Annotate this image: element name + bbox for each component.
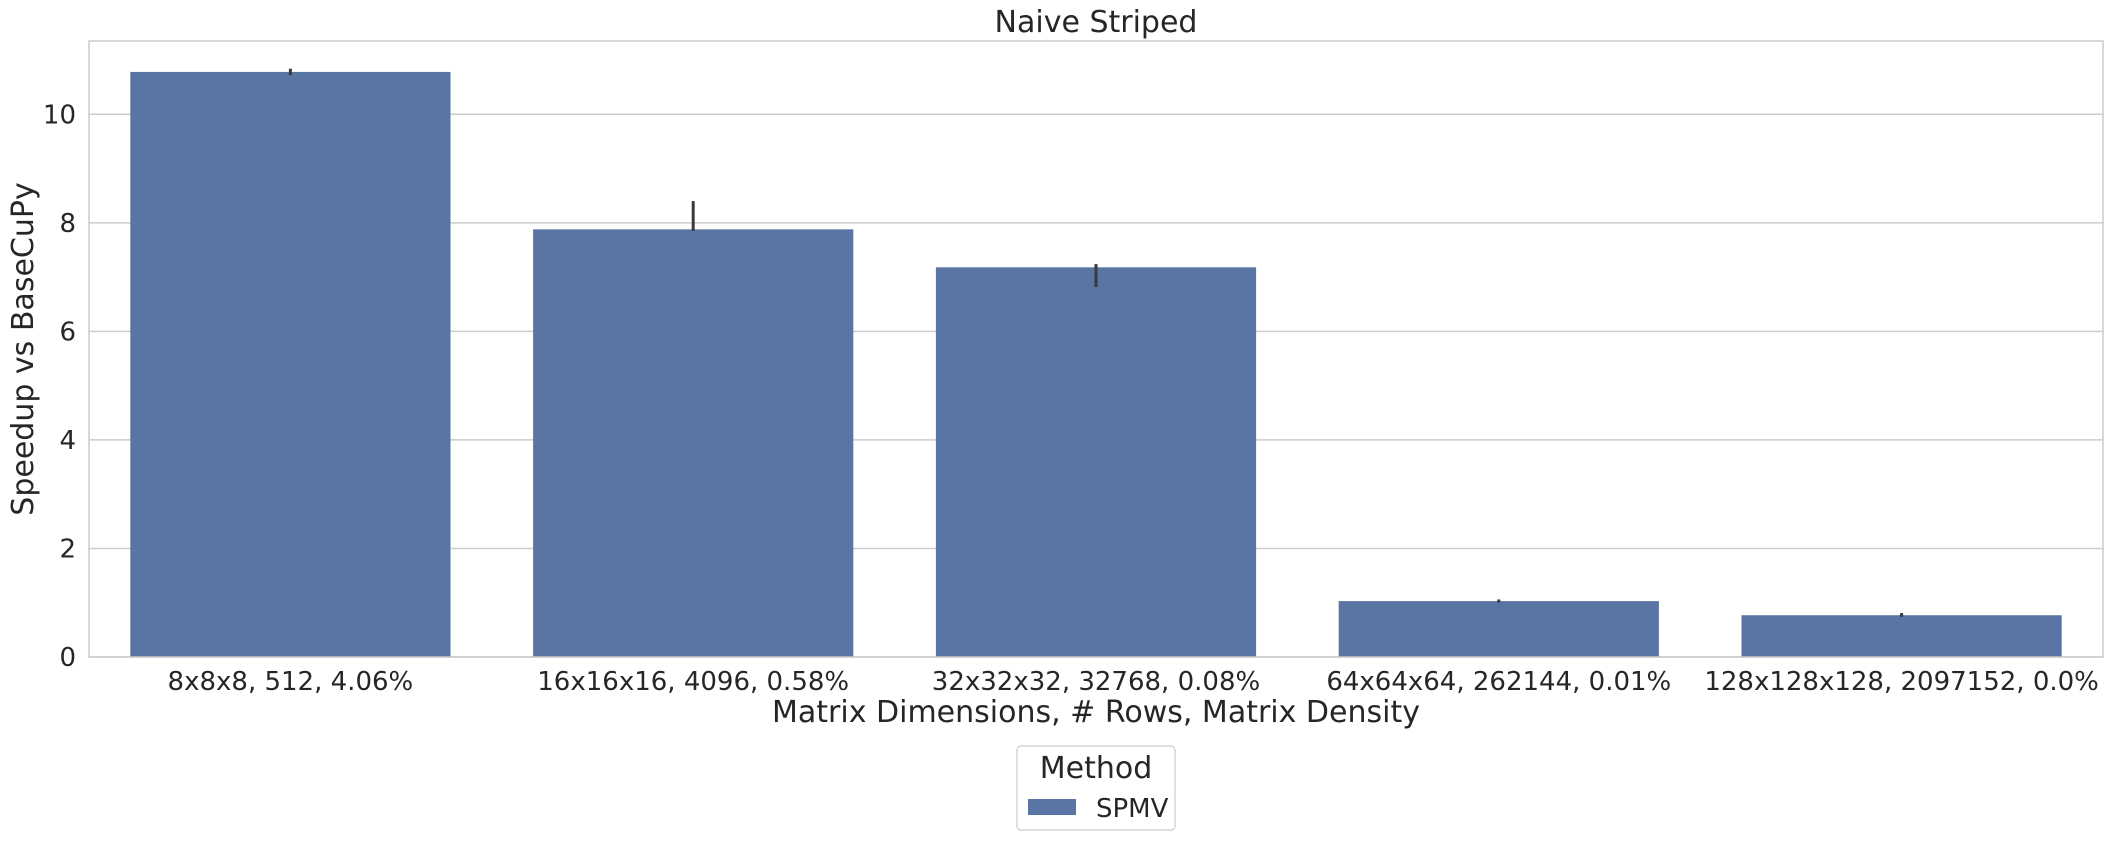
x-axis-label: Matrix Dimensions, # Rows, Matrix Densit… [772, 695, 1420, 730]
bars [130, 71, 2062, 658]
y-axis-ticks: 0 2 4 6 8 10 [43, 100, 76, 673]
y-tick-label-0: 0 [59, 643, 76, 673]
chart-title: Naive Striped [995, 5, 1198, 40]
y-tick-label-4: 4 [59, 426, 76, 456]
y-tick-label-10: 10 [43, 100, 76, 130]
x-tick-label-2: 16x16x16, 4096, 0.58% [537, 667, 849, 697]
x-tick-label-1: 8x8x8, 512, 4.06% [168, 667, 414, 697]
legend-entry-spmv: SPMV [1096, 794, 1169, 824]
legend-title: Method [1040, 751, 1153, 786]
x-tick-label-3: 32x32x32, 32768, 0.08% [932, 667, 1260, 697]
y-tick-label-8: 8 [59, 209, 76, 239]
y-tick-label-6: 6 [59, 317, 76, 347]
legend: Method SPMV [1016, 745, 1176, 831]
plot-frame [88, 40, 2104, 658]
bar-2 [533, 229, 854, 657]
y-axis-label: Speedup vs BaseCuPy [6, 182, 41, 515]
bar-5 [1741, 615, 2062, 657]
legend-swatch [1028, 799, 1076, 815]
bar-1 [130, 71, 451, 658]
bar-4 [1338, 601, 1659, 657]
error-bars [288, 68, 1904, 617]
x-tick-label-5: 128x128x128, 2097152, 0.0% [1704, 667, 2099, 697]
x-tick-label-4: 64x64x64, 262144, 0.01% [1326, 667, 1671, 697]
bar-3 [935, 267, 1257, 657]
y-tick-label-2: 2 [59, 534, 76, 564]
x-axis-ticks: 8x8x8, 512, 4.06% 16x16x16, 4096, 0.58% 32… [168, 667, 2099, 697]
